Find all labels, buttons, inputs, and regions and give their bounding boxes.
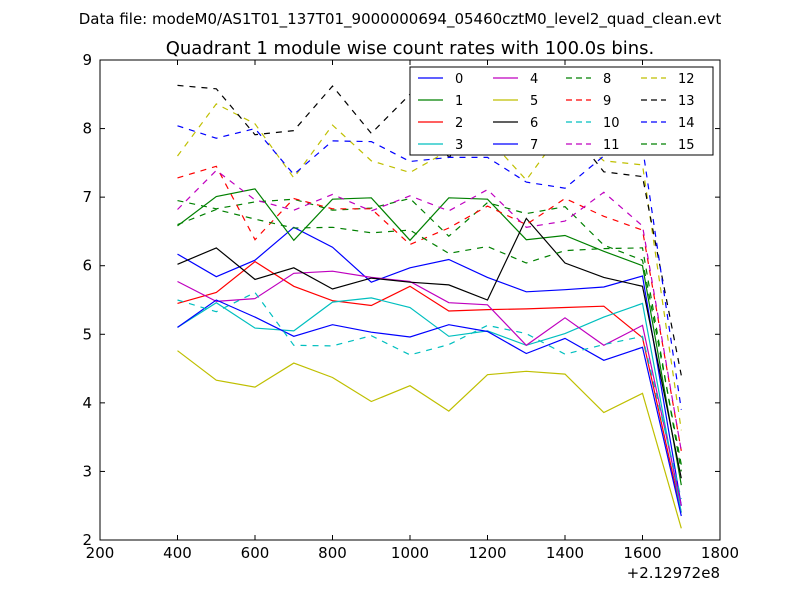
series-line-11 [177,169,682,452]
x-tick-label: 200 [86,544,115,562]
legend-label-11: 11 [603,138,620,153]
legend-label-1: 1 [455,94,463,109]
y-tick-label: 6 [82,257,92,275]
legend-label-4: 4 [530,72,538,87]
legend-label-6: 6 [530,116,538,131]
series-line-10 [177,291,682,500]
y-tick-label: 4 [82,394,92,412]
series-line-6 [177,217,682,479]
series-line-5 [177,350,682,529]
series-line-3 [177,297,682,513]
series-line-1 [177,188,682,486]
chart-title: Quadrant 1 module wise count rates with … [166,38,655,59]
legend-label-9: 9 [603,94,611,109]
x-tick-label: 1000 [391,544,429,562]
x-offset-label: +2.12972e8 [627,564,720,582]
legend-label-8: 8 [603,72,611,87]
legend-label-3: 3 [455,138,463,153]
y-tick-label: 2 [82,531,92,549]
series-line-9 [177,165,682,452]
legend-label-12: 12 [678,72,695,87]
legend-box [409,66,714,156]
y-tick-label: 8 [82,120,92,138]
series-line-4 [177,270,682,506]
x-tick-label: 1600 [623,544,661,562]
series-line-14 [177,125,682,410]
y-tick-label: 7 [82,188,92,206]
series-line-2 [177,260,682,513]
legend-label-10: 10 [603,116,620,131]
legend-label-0: 0 [455,72,463,87]
series-line-15 [177,208,682,472]
x-tick-label: 400 [163,544,192,562]
y-tick-label: 9 [82,51,92,69]
legend-label-5: 5 [530,94,538,109]
tick-layer: 200 400 600 800 1000 1200 1400 1600 1800 2 3 4 5 6 7 8 9 [82,51,739,562]
x-tick-label: 600 [241,544,270,562]
series-line-7 [177,299,682,517]
series-line-0 [177,226,682,506]
chart-suptitle: Data file: modeM0/AS1T01_137T01_90000006… [79,10,722,29]
legend-label-14: 14 [678,116,695,131]
x-tick-label: 1400 [546,544,584,562]
legend-label-2: 2 [455,116,463,131]
legend-label-15: 15 [678,138,695,153]
x-tick-label: 800 [318,544,347,562]
x-tick-label: 1200 [468,544,506,562]
legend-label-13: 13 [678,94,695,109]
legend-label-7: 7 [530,138,538,153]
x-tick-label: 1800 [701,544,739,562]
y-tick-label: 3 [82,462,92,480]
series-line-8 [177,197,682,465]
y-tick-label: 5 [82,325,92,343]
